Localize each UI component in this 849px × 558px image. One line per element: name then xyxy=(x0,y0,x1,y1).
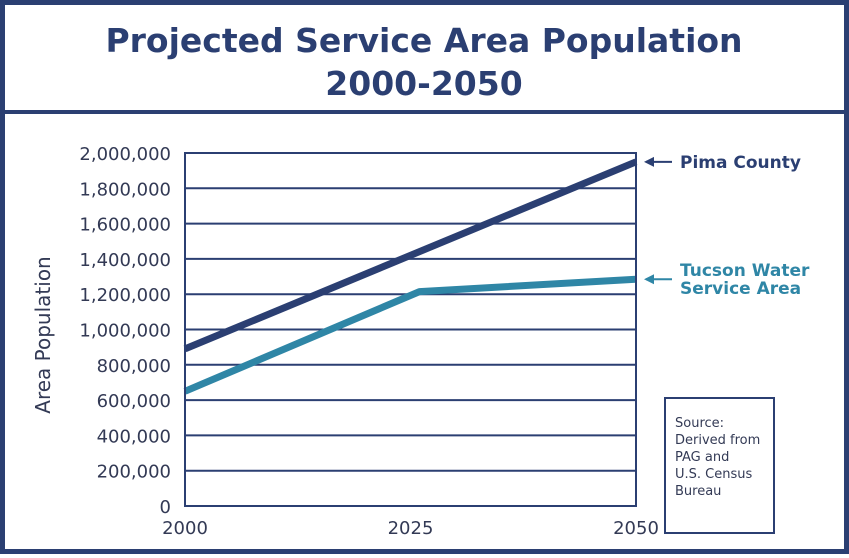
grid-lines xyxy=(185,152,636,507)
series-lines xyxy=(183,158,638,395)
x-tick-label: 2025 xyxy=(388,518,434,539)
y-tick-label: 600,000 xyxy=(97,391,171,412)
plot-area-border xyxy=(184,152,637,507)
series-label: Pima County xyxy=(680,153,801,173)
x-tick-labels: 2000 2025 2050 xyxy=(162,518,659,539)
y-tick-label: 1,200,000 xyxy=(79,285,171,306)
source-note-line: PAG and xyxy=(675,450,729,465)
y-tick-label: 400,000 xyxy=(97,426,171,447)
x-tick-label: 2050 xyxy=(613,518,659,539)
y-tick-label: 200,000 xyxy=(97,462,171,483)
chart-title-line2: 2000-2050 xyxy=(325,64,522,103)
y-tick-label: 1,600,000 xyxy=(79,215,171,236)
source-note-line: Bureau xyxy=(675,484,721,499)
series-line-1 xyxy=(183,275,637,395)
series-arrow-head xyxy=(644,274,654,285)
y-tick-label: 1,400,000 xyxy=(79,250,171,271)
y-tick-label: 800,000 xyxy=(97,356,171,377)
source-note-line: Derived from xyxy=(675,433,760,448)
x-tick-label: 2000 xyxy=(162,518,208,539)
y-tick-label: 0 xyxy=(160,497,171,518)
series-line-0 xyxy=(183,158,638,353)
source-note: Source: Derived from PAG and U.S. Census Bur… xyxy=(664,397,775,534)
y-tick-label: 2,000,000 xyxy=(79,144,171,165)
source-box-border xyxy=(664,397,775,534)
series-label: Tucson Water xyxy=(680,261,810,281)
y-axis-label: Area Population xyxy=(31,256,55,413)
series-label: Service Area xyxy=(680,279,801,299)
y-tick-label: 1,800,000 xyxy=(79,179,171,200)
chart-title-line1: Projected Service Area Population xyxy=(105,21,742,60)
series-arrow-head xyxy=(644,156,654,167)
y-tick-label: 1,000,000 xyxy=(79,321,171,342)
y-tick-labels: 0 200,000 400,000 600,000 800,000 1,000,000 1,… xyxy=(79,144,171,518)
source-note-line: Source: xyxy=(675,416,724,431)
source-note-line: U.S. Census xyxy=(675,467,752,482)
